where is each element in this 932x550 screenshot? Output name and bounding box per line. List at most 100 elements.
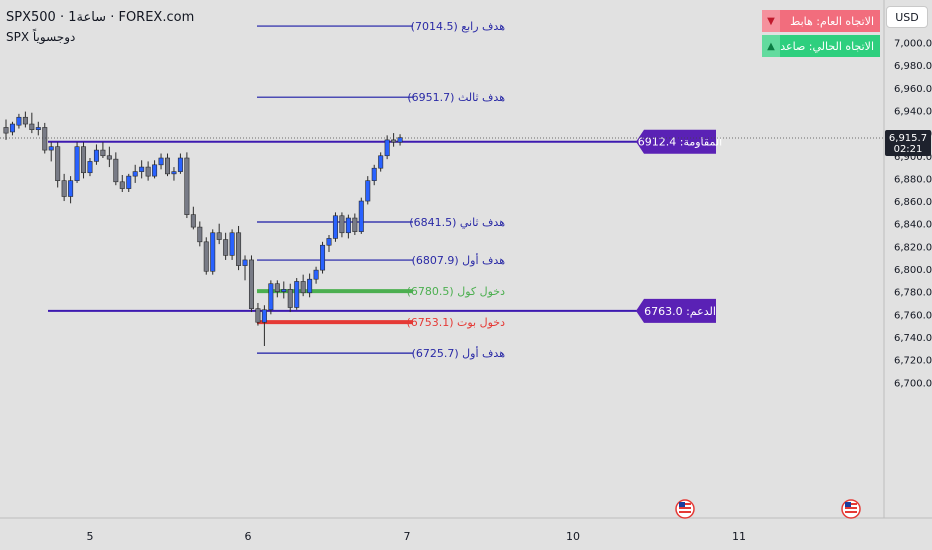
last-price-time: 02:21 [894, 144, 923, 155]
candle-body [152, 164, 158, 177]
y-tick-label: 6,840.0 [894, 220, 932, 231]
candle-body [139, 166, 145, 172]
flag-canton [845, 502, 851, 507]
down-arrow-icon: ▼ [762, 10, 780, 32]
candle-body [397, 137, 403, 143]
candle-body [242, 259, 248, 266]
level-label: هدف ثاني (6841.5) [409, 216, 505, 229]
candle-body [210, 232, 216, 272]
candle-body [171, 171, 177, 175]
candle-body [93, 149, 99, 162]
candle-body [248, 259, 254, 309]
general-trend-badge: ▼ الاتجاه العام: هابط [762, 10, 880, 32]
y-tick-label: 6,860.0 [894, 197, 932, 208]
candle-body [229, 232, 235, 256]
candle-body [307, 278, 313, 294]
candle-body [371, 167, 377, 181]
candle-body [81, 146, 87, 174]
y-tick-label: 6,980.0 [894, 61, 932, 72]
y-tick-label: 6,820.0 [894, 242, 932, 253]
x-tick-label: 6 [245, 530, 252, 543]
general-trend-label: الاتجاه العام: هابط [790, 14, 874, 28]
y-tick-label: 6,900.0 [894, 152, 932, 163]
level-label: هدف أول (6807.9) [412, 253, 506, 267]
level-label: هدف ثالث (6951.7) [407, 91, 505, 104]
levels-layer: هدف رابع (7014.5) هدف ثالث (6951.7) هدف ثا… [48, 20, 722, 360]
flag-stripe [845, 511, 857, 513]
candle-body [326, 238, 332, 246]
x-tick-label: 5 [87, 530, 94, 543]
y-tick-label: 6,940.0 [894, 106, 932, 117]
resistance-label: المقاومة: 6912.4 [638, 136, 723, 149]
candle-body [197, 226, 203, 243]
flag-stripe [679, 511, 691, 513]
candle-body [236, 232, 242, 266]
y-tick-label: 6,780.0 [894, 288, 932, 299]
candle-body [113, 158, 119, 183]
x-tick-label: 7 [404, 530, 411, 543]
y-tick-label: 6,960.0 [894, 84, 932, 95]
candle-body [358, 200, 364, 232]
candle-body [268, 283, 274, 311]
y-tick-label: 6,880.0 [894, 174, 932, 185]
support-label: الدعم: 6763.0 [644, 305, 716, 318]
candle-body [190, 214, 196, 228]
candle-body [22, 116, 28, 125]
level-label: دخول كول (6780.5) [407, 285, 505, 298]
candle-body [300, 281, 306, 294]
candle-body [320, 244, 326, 271]
flag-stripe [845, 507, 857, 509]
candle-body [3, 127, 9, 134]
last-price-value: 6,915.7 [889, 133, 927, 144]
candle-body [339, 215, 345, 234]
candle-body [184, 157, 190, 215]
up-arrow-icon: ▲ [762, 35, 780, 57]
candle-body [313, 269, 319, 280]
candle-body [132, 171, 138, 177]
candle-body [100, 149, 106, 157]
candles-layer [3, 111, 403, 347]
candle-body [42, 127, 48, 151]
candle-body [203, 241, 209, 272]
level-label: هدف أول (6725.7) [412, 346, 506, 360]
candle-body [106, 155, 112, 160]
overlay-layer: 6,915.702:21 [0, 129, 931, 519]
current-trend-badge: ▲ الاتجاه الحالي: صاعد [762, 35, 880, 57]
candle-body [55, 146, 61, 181]
candle-body [74, 146, 80, 181]
resistance-tag [636, 129, 716, 154]
candle-body [391, 139, 397, 143]
candle-body [345, 217, 351, 234]
candle-body [216, 232, 222, 240]
us-flag-event-icon[interactable] [841, 499, 861, 519]
symbol-subtitle: SPX دوجسوياً [6, 30, 76, 44]
currency-button[interactable]: USD [886, 6, 928, 28]
x-tick-label: 10 [566, 530, 580, 543]
candle-body [87, 161, 93, 174]
candle-body [294, 281, 300, 308]
symbol-title: SPX500 · 1ساعة · FOREX.com [6, 10, 195, 25]
candle-body [378, 155, 384, 169]
candle-body [352, 217, 358, 232]
candle-body [35, 127, 41, 131]
y-tick-label: 6,740.0 [894, 333, 932, 344]
y-tick-label: 7,000.0 [894, 39, 932, 50]
candle-body [261, 309, 267, 323]
candle-body [61, 180, 67, 197]
current-trend-label: الاتجاه الحالي: صاعد [780, 39, 874, 53]
last-price-tag [885, 129, 931, 156]
flag-canton [679, 502, 685, 507]
candle-body [48, 146, 54, 151]
candle-body [68, 180, 74, 197]
candle-body [16, 116, 22, 126]
candle-body [165, 157, 171, 175]
us-flag-event-icon[interactable] [675, 499, 695, 519]
candle-body [145, 166, 151, 177]
candle-body [223, 239, 229, 256]
candle-body [9, 123, 15, 133]
candle-body [384, 139, 390, 157]
y-tick-label: 6,720.0 [894, 356, 932, 367]
flag-stripe [679, 507, 691, 509]
